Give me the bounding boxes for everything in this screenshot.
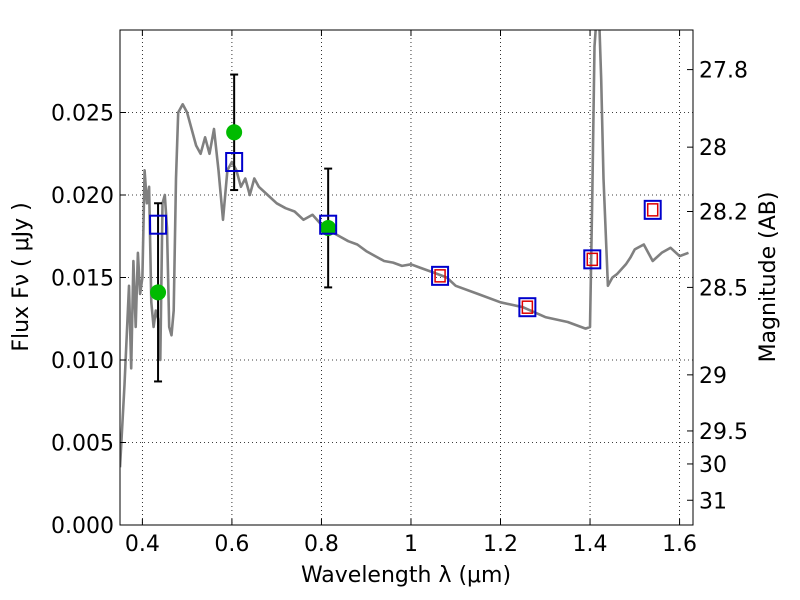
grid-lines [120,30,693,525]
model-flux-square-inner [521,300,534,314]
model-flux-square [583,249,602,270]
y2-tick-label: 29.5 [699,420,748,445]
model-flux-square [518,297,537,318]
model-flux-square-inner [434,269,446,283]
x-tick-label: 1 [404,532,418,557]
model-flux-square-inner [646,203,659,217]
y2-axis-label: Magnitude (AB) [756,192,781,363]
x-tick-label: 1.2 [483,532,518,557]
y2-tick-label: 29 [699,364,727,389]
y2-tick-label: 30 [699,453,727,478]
observed-flux-point [226,124,243,141]
model-flux-square [319,214,338,235]
y-tick-label: 0.020 [51,184,114,209]
model-flux-square [149,214,168,235]
model-spectrum-line [120,30,689,468]
model-flux-square [643,199,662,220]
y2-tick-label: 28.5 [699,276,748,301]
y2-tick-label: 28.2 [699,201,748,226]
y-tick-label: 0.000 [51,514,114,539]
x-tick-label: 1.6 [662,532,697,557]
plot-area [120,30,689,468]
model-flux-square [431,265,450,286]
x-axis-label: Wavelength λ (μm) [301,563,511,588]
observed-flux-point [150,284,167,301]
y2-tick-label: 28 [699,136,727,161]
y-axis-label: Flux Fν ( μJy ) [9,202,34,351]
y-tick-label: 0.025 [51,102,114,127]
x-tick-label: 0.4 [125,532,160,557]
y-tick-label: 0.015 [51,267,114,292]
x-tick-label: 0.8 [304,532,339,557]
model-flux-square-inner [586,252,599,267]
y2-tick-label: 31 [699,489,727,514]
x-tick-label: 1.4 [573,532,608,557]
y2-tick-label: 27.8 [699,59,748,84]
observed-flux-point [320,220,337,236]
y-tick-label: 0.010 [51,349,114,374]
model-flux-square [225,152,244,172]
x-tick-label: 0.6 [214,532,249,557]
ticks [120,30,693,526]
tick-labels: 0.4 0.6 0.8 1 1.2 1.4 1.6 0.000 0.005 0.010 0.015 0… [51,59,748,557]
y-tick-label: 0.005 [51,432,114,457]
